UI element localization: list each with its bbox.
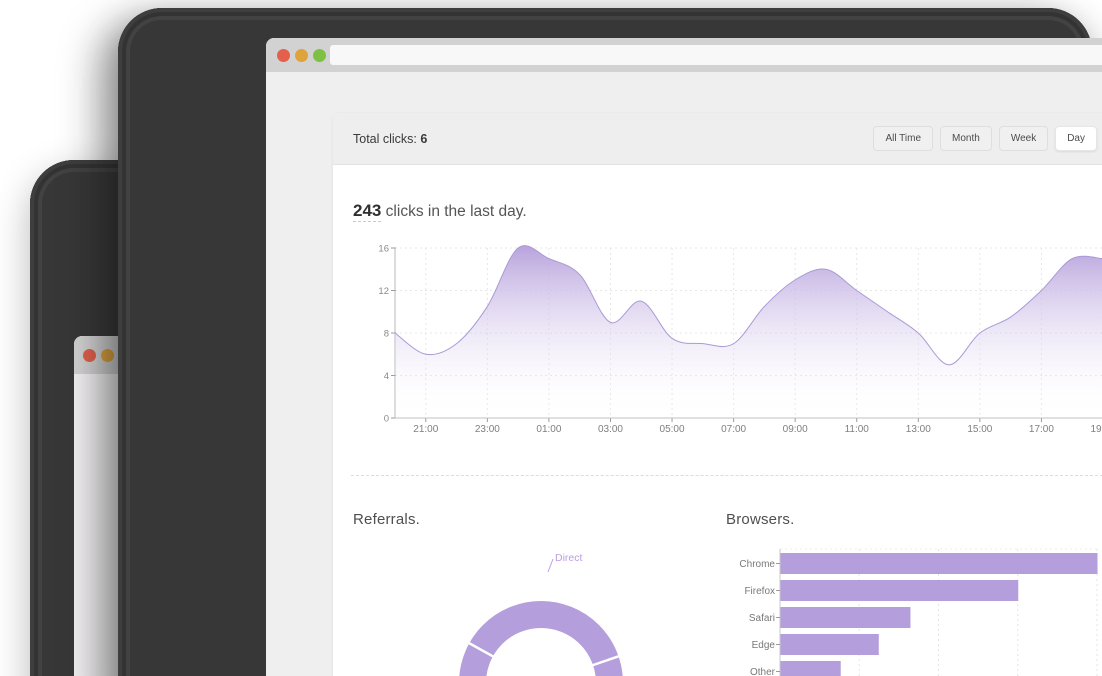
front-browser-frame: Total clicks: 6 All Time Month Week Day … [118, 8, 1102, 676]
x-axis-label: 15:00 [967, 424, 992, 435]
bar [780, 634, 879, 655]
bar-category-label: Edge [752, 640, 776, 651]
browsers-section-title: Browsers. [726, 511, 795, 528]
bar-category-label: Safari [749, 613, 775, 624]
y-axis-label: 12 [378, 286, 389, 297]
area-fill [395, 245, 1102, 418]
analytics-card: Total clicks: 6 All Time Month Week Day … [333, 113, 1102, 676]
bar [780, 661, 841, 676]
y-axis-label: 8 [384, 329, 389, 340]
x-axis-label: 05:00 [660, 424, 685, 435]
clicks-summary-text: clicks in the last day. [381, 203, 527, 220]
bar [780, 553, 1098, 574]
bar-category-label: Firefox [744, 586, 775, 597]
donut-ring [459, 601, 623, 676]
x-axis-label: 23:00 [475, 424, 500, 435]
total-clicks-label: Total clicks: [353, 131, 417, 146]
total-clicks: Total clicks: 6 [353, 132, 427, 146]
minimize-button-icon[interactable] [295, 48, 308, 62]
clicks-area-chart: 0 4 8 12 16 21:00 23:00 01:00 03:00 05:00 07:00 09:… [378, 244, 1102, 435]
x-axis-label: 19:00 [1090, 424, 1102, 435]
x-axis-label: 13:00 [906, 424, 931, 435]
x-axis-label: 09:00 [783, 424, 808, 435]
donut-segment-divider [590, 654, 621, 667]
close-button-icon[interactable] [83, 348, 96, 362]
range-button-week[interactable]: Week [998, 126, 1049, 151]
front-url-bar[interactable] [330, 45, 1102, 65]
clicks-summary: 243 clicks in the last day. [353, 201, 527, 222]
x-axis-label: 07:00 [721, 424, 746, 435]
front-browser-window: Total clicks: 6 All Time Month Week Day … [266, 38, 1102, 676]
bar-category-label: Other [750, 667, 776, 676]
x-axis-label: 01:00 [536, 424, 561, 435]
x-axis-label: 03:00 [598, 424, 623, 435]
zoom-button-icon[interactable] [313, 48, 326, 62]
bar [780, 607, 911, 628]
minimize-button-icon[interactable] [101, 348, 114, 362]
x-axis-label: 11:00 [845, 424, 870, 435]
donut-label-leader-line [547, 558, 554, 573]
range-button-month[interactable]: Month [940, 126, 992, 151]
bar [780, 580, 1019, 601]
analytics-card-header: Total clicks: 6 All Time Month Week Day [333, 113, 1102, 165]
browsers-bar-chart: Chrome Firefox Safari Edge Other [739, 548, 1098, 676]
y-axis-label: 4 [384, 371, 389, 382]
range-button-day[interactable]: Day [1055, 126, 1097, 151]
donut-segment-divider [466, 641, 496, 659]
area-line [394, 245, 1102, 366]
clicks-count: 243 [353, 201, 382, 222]
range-filter-buttons: All Time Month Week Day [873, 126, 1097, 151]
x-axis-label: 17:00 [1029, 424, 1054, 435]
total-clicks-value: 6 [420, 131, 428, 146]
referrals-section-title: Referrals. [353, 511, 421, 528]
x-axis-label: 21:00 [413, 424, 438, 435]
y-axis-label: 16 [378, 244, 389, 255]
front-titlebar [266, 38, 1102, 72]
section-divider [351, 475, 1102, 476]
front-window-controls [277, 48, 326, 62]
bar-category-label: Chrome [739, 559, 775, 570]
range-button-all-time[interactable]: All Time [873, 126, 934, 151]
close-button-icon[interactable] [277, 48, 290, 62]
y-axis-label: 0 [384, 414, 389, 425]
donut-slice-label: Direct [555, 552, 583, 564]
referrals-donut-chart: Direct [459, 552, 623, 676]
